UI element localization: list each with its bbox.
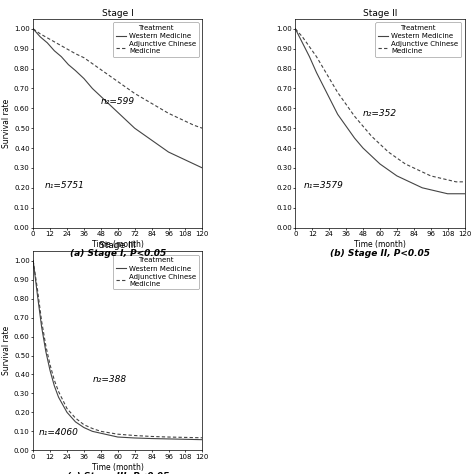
Text: n₁=3579: n₁=3579 (304, 181, 344, 190)
Title: Stage III: Stage III (99, 241, 136, 250)
Text: n₂=352: n₂=352 (363, 109, 397, 118)
Text: (c) Stage III, P<0.05: (c) Stage III, P<0.05 (67, 472, 169, 474)
Text: (b) Stage II, P<0.05: (b) Stage II, P<0.05 (330, 249, 430, 258)
Text: (a) Stage I, P<0.05: (a) Stage I, P<0.05 (70, 249, 166, 258)
Title: Stage I: Stage I (102, 9, 134, 18)
Text: n₂=388: n₂=388 (92, 375, 127, 384)
Text: n₁=4060: n₁=4060 (39, 428, 79, 437)
X-axis label: Time (month): Time (month) (92, 240, 144, 249)
Y-axis label: Survival rate: Survival rate (2, 326, 11, 375)
X-axis label: Time (month): Time (month) (354, 240, 406, 249)
Legend: Western Medicine, Adjunctive Chinese
Medicine: Western Medicine, Adjunctive Chinese Med… (375, 22, 461, 57)
Legend: Western Medicine, Adjunctive Chinese
Medicine: Western Medicine, Adjunctive Chinese Med… (113, 255, 199, 290)
Text: n₂=599: n₂=599 (101, 97, 135, 106)
Title: Stage II: Stage II (363, 9, 397, 18)
Text: n₁=5751: n₁=5751 (45, 181, 84, 190)
Y-axis label: Survival rate: Survival rate (2, 99, 11, 148)
Legend: Western Medicine, Adjunctive Chinese
Medicine: Western Medicine, Adjunctive Chinese Med… (113, 22, 199, 57)
X-axis label: Time (month): Time (month) (92, 463, 144, 472)
